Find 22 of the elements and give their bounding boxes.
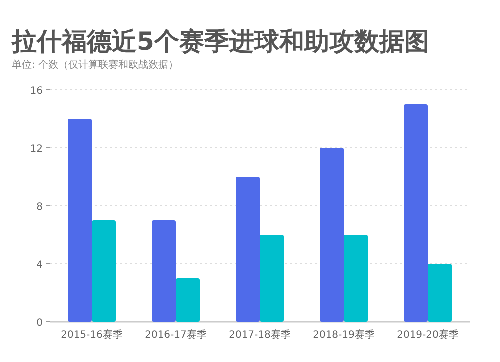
x-tick-label: 2016-17赛季 <box>145 329 207 341</box>
y-tick-label: 16 <box>30 86 43 97</box>
bar <box>344 235 368 322</box>
x-tick-label: 2017-18赛季 <box>229 329 291 341</box>
x-tick-label: 2018-19赛季 <box>313 329 375 341</box>
x-tick-label: 2019-20赛季 <box>397 329 459 341</box>
subtitle: 单位: 个数（仅计算联赛和欧战数据） <box>12 60 179 71</box>
x-tick-label: 2015-16赛季 <box>61 329 123 341</box>
y-tick-label: 12 <box>30 144 43 155</box>
bar <box>68 119 92 322</box>
bar <box>152 220 176 322</box>
bar <box>176 278 200 322</box>
bar <box>428 264 452 322</box>
title: 拉什福德近5个赛季进球和助攻数据图 <box>12 27 430 56</box>
y-tick-label: 8 <box>36 202 43 213</box>
bar <box>92 220 116 322</box>
bar <box>236 177 260 322</box>
bar <box>260 235 284 322</box>
y-tick-label: 4 <box>36 260 43 271</box>
y-tick-label: 0 <box>36 318 43 329</box>
bar <box>404 104 428 322</box>
bar <box>320 148 344 322</box>
